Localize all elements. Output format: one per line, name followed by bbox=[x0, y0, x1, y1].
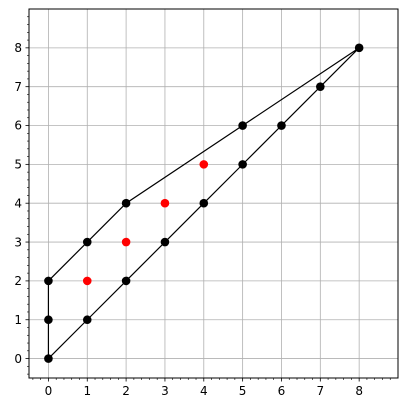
y-tick-label: 5 bbox=[14, 158, 22, 172]
y-tick-labels: 0 1 2 3 4 5 6 7 8 bbox=[14, 41, 22, 366]
x-tick-labels: 0 1 2 3 4 5 6 7 8 bbox=[45, 384, 363, 398]
vertex-point bbox=[82, 315, 92, 325]
interior-point bbox=[121, 237, 131, 247]
vertex-point bbox=[199, 198, 209, 208]
vertex-point bbox=[316, 82, 325, 91]
x-tick-label: 6 bbox=[278, 384, 286, 398]
vertex-point bbox=[44, 276, 53, 286]
vertex-point bbox=[82, 237, 92, 247]
y-tick-label: 1 bbox=[14, 313, 22, 327]
vertex-point bbox=[238, 121, 247, 130]
vertex-point bbox=[44, 315, 53, 325]
x-tick-label: 8 bbox=[355, 384, 363, 398]
y-tick-label: 4 bbox=[14, 196, 22, 210]
interior-point bbox=[199, 160, 209, 169]
x-tick-label: 1 bbox=[83, 384, 91, 398]
vertex-point bbox=[160, 237, 170, 247]
x-tick-label: 0 bbox=[45, 384, 53, 398]
y-tick-label: 3 bbox=[14, 235, 22, 249]
y-tick-label: 7 bbox=[14, 80, 22, 94]
points-layer bbox=[44, 43, 364, 363]
x-tick-label: 3 bbox=[161, 384, 169, 398]
major-ticks bbox=[25, 47, 360, 382]
y-tick-label: 8 bbox=[14, 41, 22, 55]
interior-point bbox=[160, 198, 170, 208]
x-tick-label: 7 bbox=[316, 384, 324, 398]
vertex-point bbox=[238, 160, 247, 169]
grid bbox=[29, 9, 398, 378]
x-tick-label: 5 bbox=[239, 384, 247, 398]
plot-frame bbox=[28, 8, 399, 379]
vertex-point bbox=[121, 198, 131, 208]
y-tick-label: 0 bbox=[14, 352, 22, 366]
x-tick-label: 2 bbox=[122, 384, 130, 398]
y-tick-label: 2 bbox=[14, 274, 22, 288]
vertex-point bbox=[44, 354, 53, 363]
interior-point bbox=[82, 276, 92, 286]
vertex-point bbox=[121, 276, 131, 286]
x-tick-label: 4 bbox=[200, 384, 208, 398]
vertex-point bbox=[354, 43, 364, 53]
y-tick-label: 6 bbox=[14, 119, 22, 133]
vertex-point bbox=[277, 121, 286, 130]
